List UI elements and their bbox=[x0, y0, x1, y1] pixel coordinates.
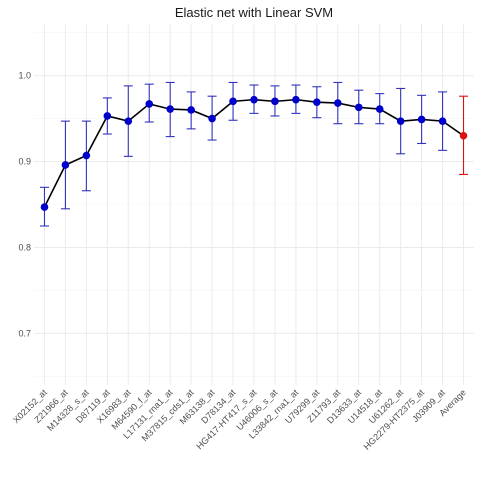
chart-title: Elastic net with Linear SVM bbox=[175, 5, 333, 20]
data-point bbox=[124, 117, 133, 125]
y-tick-label: 0.7 bbox=[18, 328, 31, 338]
data-point bbox=[417, 115, 426, 124]
data-point bbox=[375, 105, 384, 113]
data-point bbox=[166, 105, 174, 113]
y-tick-label: 0.8 bbox=[18, 242, 31, 252]
y-tick-label: 1.0 bbox=[18, 71, 31, 81]
data-point bbox=[208, 114, 216, 123]
data-point bbox=[313, 98, 321, 107]
data-point bbox=[103, 112, 112, 120]
data-point bbox=[82, 151, 91, 160]
data-point bbox=[438, 117, 447, 125]
data-point bbox=[250, 95, 258, 104]
grid-major bbox=[34, 24, 474, 385]
data-point bbox=[271, 97, 279, 106]
y-axis-ticks: 0.7 0.8 0.9 1.0 bbox=[18, 71, 31, 339]
data-point bbox=[187, 106, 195, 114]
data-point bbox=[354, 103, 363, 112]
average-point bbox=[459, 131, 468, 140]
y-tick-label: 0.9 bbox=[18, 157, 31, 167]
data-point bbox=[396, 117, 405, 125]
x-axis-ticks: X02152_atZ21966_atM14328_s_atD87119_atX1… bbox=[11, 387, 468, 452]
data-point bbox=[229, 97, 237, 106]
data-point bbox=[292, 95, 300, 104]
data-points bbox=[40, 95, 468, 211]
data-point bbox=[61, 161, 70, 169]
data-point bbox=[40, 203, 49, 211]
data-point bbox=[334, 99, 342, 107]
data-point bbox=[145, 100, 154, 108]
